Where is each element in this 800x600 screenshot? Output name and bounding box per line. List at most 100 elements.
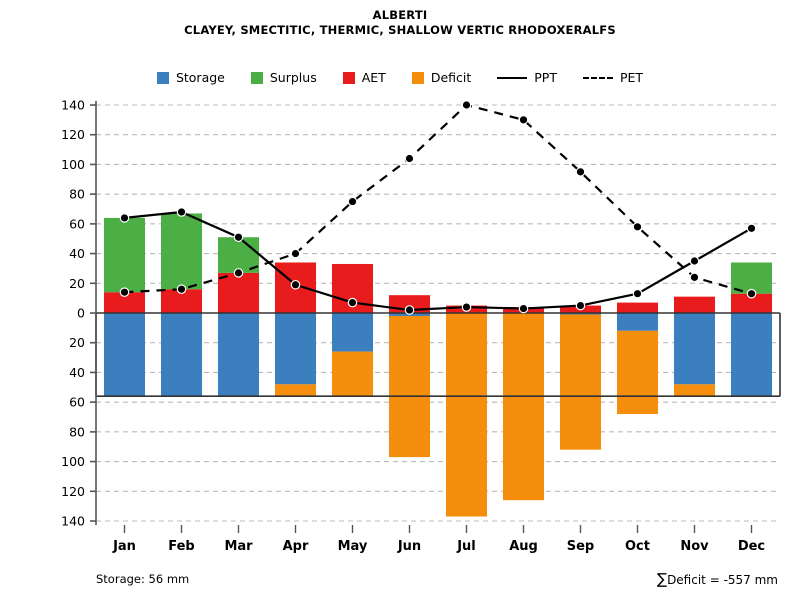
x-axis-label-sep: Sep (567, 539, 595, 554)
x-axis-label-apr: Apr (283, 539, 309, 554)
bar-surplus (103, 217, 146, 293)
x-axis-label-dec: Dec (738, 539, 765, 554)
dashed-line-icon (582, 76, 613, 79)
legend-item-deficit[interactable]: Deficit (411, 70, 472, 85)
marker-pet (461, 100, 472, 110)
marker-pet (290, 248, 301, 259)
deficit-note: ∑Deficit = -557 mm (657, 570, 778, 588)
bar-storage (331, 313, 374, 352)
marker-ppt (347, 297, 358, 308)
bar-storage (274, 313, 317, 385)
marker-pet (233, 268, 244, 278)
x-axis-label-feb: Feb (168, 539, 194, 554)
green-square-icon (250, 71, 263, 84)
y-tick-label: 20 (69, 276, 85, 291)
marker-ppt (290, 279, 301, 290)
chart-legend: Storage Surplus AET Deficit PPT PET (0, 70, 800, 85)
marker-pet (176, 284, 187, 295)
legend-label: Deficit (430, 70, 472, 85)
bar-storage (730, 313, 773, 397)
y-tick-label: 80 (69, 424, 85, 439)
bar-deficit (274, 384, 317, 397)
line-ppt (124, 210, 753, 312)
y-tick-label: 100 (61, 454, 85, 469)
legend-label: PET (619, 70, 644, 85)
y-tick-label: 60 (69, 395, 85, 410)
marker-ppt (632, 288, 643, 299)
legend-label: Surplus (269, 70, 317, 85)
x-axis-label-aug: Aug (509, 539, 538, 554)
x-axis-label-mar: Mar (224, 539, 253, 554)
marker-ppt (689, 256, 700, 266)
x-axis-label-jun: Jun (397, 539, 421, 554)
bar-deficit (445, 313, 488, 517)
chart-title-line2: CLAYEY, SMECTITIC, THERMIC, SHALLOW VERT… (184, 23, 616, 37)
bar-deficit (559, 314, 602, 450)
marker-ppt (404, 305, 415, 315)
x-axis-label-jan: Jan (112, 539, 136, 554)
legend-item-pet[interactable]: PET (582, 70, 644, 85)
bar-deficit (388, 315, 431, 458)
marker-pet (347, 196, 358, 207)
chart-title: ALBERTI CLAYEY, SMECTITIC, THERMIC, SHAL… (0, 8, 800, 38)
marker-ppt (119, 213, 130, 223)
line-pet (124, 103, 752, 295)
bar-surplus (160, 213, 203, 290)
solid-line-icon (497, 76, 528, 79)
orange-square-icon (411, 71, 424, 84)
bar-aet (217, 272, 260, 313)
bar-surplus (730, 262, 773, 294)
x-axis-label-oct: Oct (625, 539, 650, 554)
y-tick-label: 0 (77, 306, 85, 321)
bar-deficit (502, 313, 545, 501)
marker-pet (689, 272, 700, 283)
y-tick-label: 140 (61, 514, 85, 529)
marker-ppt (176, 207, 187, 217)
x-axis-label-jul: Jul (456, 539, 476, 554)
bar-storage (103, 313, 146, 397)
blue-square-icon (156, 71, 169, 84)
chart-title-line1: ALBERTI (372, 8, 428, 22)
y-tick-label: 120 (61, 484, 85, 499)
y-tick-label: 20 (69, 335, 85, 350)
bar-storage (616, 313, 659, 331)
bar-aet (673, 296, 716, 313)
red-square-icon (342, 71, 355, 84)
x-axis-label-nov: Nov (680, 539, 709, 554)
bar-aet (616, 302, 659, 313)
legend-item-surplus[interactable]: Surplus (250, 70, 317, 85)
bar-storage (673, 313, 716, 385)
y-tick-label: 100 (61, 157, 85, 172)
bar-deficit (616, 330, 659, 415)
marker-ppt (233, 232, 244, 243)
marker-pet (119, 287, 130, 297)
bar-storage (160, 313, 203, 397)
legend-item-aet[interactable]: AET (342, 70, 386, 85)
y-tick-label: 40 (69, 246, 85, 261)
y-tick-label: 80 (69, 187, 85, 202)
bar-deficit (331, 351, 374, 397)
marker-pet (575, 167, 586, 177)
y-tick-label: 140 (61, 98, 85, 113)
marker-ppt (746, 223, 757, 234)
marker-ppt (518, 303, 529, 314)
bar-storage (217, 313, 260, 397)
storage-note: Storage: 56 mm (96, 572, 190, 586)
marker-ppt (461, 302, 472, 312)
marker-pet (518, 115, 529, 125)
legend-item-ppt[interactable]: PPT (497, 70, 557, 85)
deficit-note-text: Deficit = -557 mm (667, 573, 778, 587)
bar-surplus (217, 237, 260, 273)
legend-label: AET (361, 70, 386, 85)
bar-deficit (673, 384, 716, 397)
y-tick-label: 120 (61, 127, 85, 142)
legend-label: PPT (534, 70, 557, 85)
marker-ppt (575, 300, 586, 311)
bar-aet (103, 292, 146, 313)
bar-aet (730, 293, 773, 313)
y-tick-label: 60 (69, 216, 85, 231)
legend-item-storage[interactable]: Storage (156, 70, 225, 85)
y-tick-label: 40 (69, 365, 85, 380)
